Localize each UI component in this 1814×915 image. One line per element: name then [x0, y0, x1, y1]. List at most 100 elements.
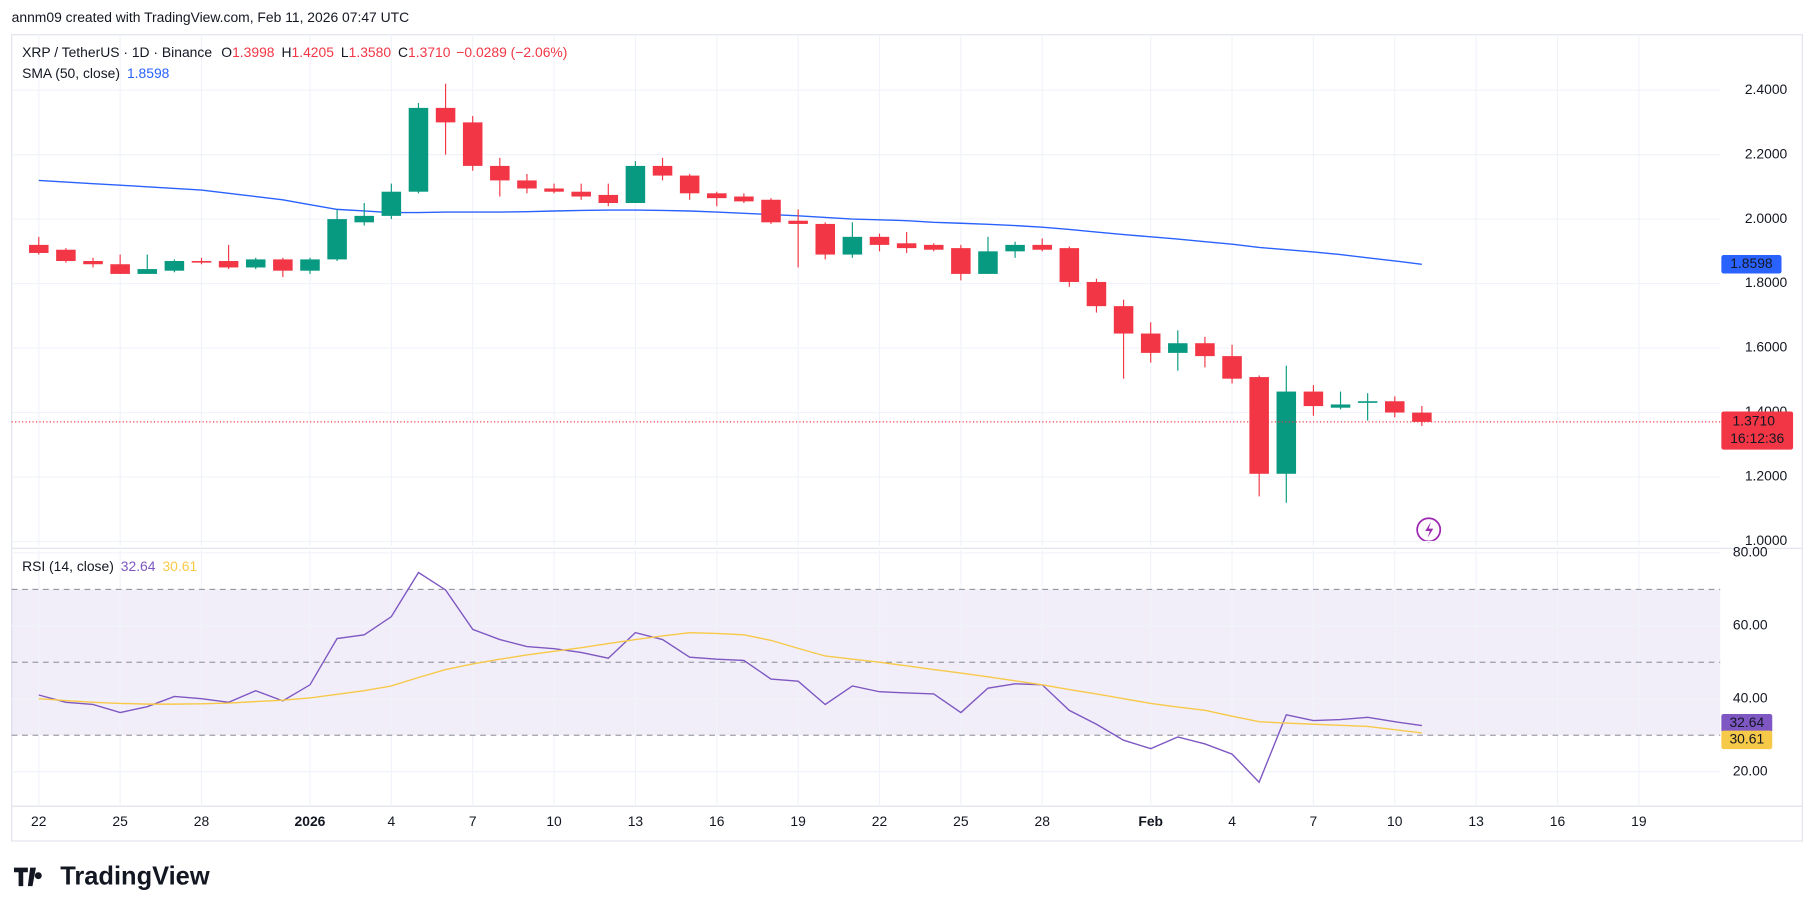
candle-body — [300, 259, 320, 271]
legend-sma-value: 1.8598 — [127, 65, 170, 81]
legend-symbol: XRP / TetherUS · 1D · Binance — [22, 44, 212, 60]
candle-body — [734, 196, 754, 202]
candle-body — [245, 259, 266, 268]
price-tag — [1721, 411, 1794, 450]
y-tick-label: 1.6000 — [1745, 339, 1788, 355]
x-tick-label: 7 — [469, 813, 477, 829]
x-tick-label: 4 — [1228, 813, 1236, 829]
x-tick-label: 10 — [546, 813, 562, 829]
y-tick-label: 2.4000 — [1745, 81, 1788, 97]
candle-body — [842, 236, 863, 255]
x-tick-label: 28 — [194, 813, 210, 829]
legend-change: −0.0289 (−2.06%) — [456, 44, 567, 60]
x-tick-label: 19 — [1631, 813, 1647, 829]
candle-body — [83, 261, 103, 265]
candle-body — [1303, 391, 1324, 407]
candle-body — [951, 248, 971, 274]
candle-body — [1357, 401, 1378, 403]
candle-body — [1412, 412, 1432, 422]
candle-body — [191, 261, 212, 263]
legend-key: L — [341, 44, 349, 60]
candle-body — [381, 191, 402, 216]
candle-body — [1113, 306, 1134, 334]
sma-line — [38, 179, 1422, 266]
candle-body — [1249, 377, 1269, 474]
candle-body — [137, 269, 158, 274]
rsi-line — [38, 631, 1422, 734]
credit: annm09 created with TradingView.com, Feb… — [12, 9, 409, 25]
legend-rsi-value: 32.64 — [121, 557, 156, 573]
y-tick-label: 1.0000 — [1745, 532, 1788, 548]
logo-mark — [13, 867, 42, 887]
candle-body — [490, 165, 510, 181]
frame — [11, 34, 1803, 842]
candle-body — [164, 261, 185, 271]
sma-tag-value: 1.8598 — [1730, 255, 1773, 271]
x-tick-label: 10 — [1387, 813, 1403, 829]
y-tick-label: 1.8000 — [1745, 274, 1788, 290]
rsi-tag — [1721, 713, 1773, 733]
brand: TradingView — [60, 863, 210, 891]
candle-body — [29, 244, 49, 253]
y-tick-label: 40.00 — [1733, 689, 1768, 705]
candle-body — [625, 165, 646, 203]
candle-body — [1385, 401, 1405, 413]
candle-body — [978, 251, 998, 274]
candle-body — [218, 261, 239, 268]
candle-body — [517, 180, 537, 189]
x-tick-label: 16 — [709, 813, 725, 829]
sma-tag — [1721, 255, 1782, 274]
candle-body — [1222, 356, 1242, 379]
candle-body — [896, 243, 917, 249]
countdown: 16:12:36 — [1730, 430, 1784, 446]
candle-body — [1059, 248, 1080, 282]
x-tick-label: 4 — [387, 813, 395, 829]
x-tick-label: Feb — [1138, 813, 1163, 829]
candle-body — [1140, 333, 1161, 353]
candle-body — [1330, 404, 1351, 408]
logo: TradingView — [13, 863, 210, 891]
legend-value: 1.3710 — [408, 44, 451, 60]
flash-bolt — [1425, 521, 1434, 538]
x-tick-label: 13 — [1468, 813, 1484, 829]
x-tick-label: 19 — [790, 813, 806, 829]
candle-body — [1032, 244, 1052, 250]
candle-body — [408, 107, 429, 192]
y-tick-label: 80.00 — [1733, 543, 1768, 559]
x-tick-label: 22 — [872, 813, 888, 829]
candle-body — [1195, 343, 1215, 357]
rsi-tag — [1721, 730, 1773, 750]
x-tick-label: 25 — [112, 813, 128, 829]
legend-rsi: RSI (14, close) — [22, 557, 114, 573]
rsi-tag-value: 30.61 — [1729, 731, 1764, 747]
y-tick-label: 1.2000 — [1745, 468, 1788, 484]
price-tag-value: 1.3710 — [1733, 413, 1776, 429]
candle-body — [56, 249, 76, 262]
candle-body — [354, 215, 374, 223]
x-tick-label: 25 — [953, 813, 969, 829]
candle-body — [571, 191, 591, 197]
candle-body — [110, 264, 130, 274]
legend-key: H — [281, 44, 291, 60]
candle-body — [707, 193, 727, 199]
candle-body — [544, 188, 564, 192]
legend-value: 1.3998 — [232, 44, 275, 60]
rsi-tag-value: 32.64 — [1729, 714, 1764, 730]
legend-value: 1.3580 — [349, 44, 392, 60]
legend: XRP / TetherUS · 1D · Binance O1.3998 H1.4… — [22, 44, 567, 60]
y-tick-label: 60.00 — [1733, 616, 1768, 632]
x-tick-label: 2026 — [295, 813, 326, 829]
candle-body — [273, 259, 293, 271]
candle-body — [788, 220, 808, 224]
candle-body — [869, 236, 890, 245]
candle-body — [679, 175, 700, 194]
candle-body — [1168, 343, 1188, 353]
x-tick-label: 22 — [31, 813, 47, 829]
x-tick-label: 7 — [1310, 813, 1318, 829]
legend-sma: SMA (50, close) — [22, 65, 120, 81]
x-tick-label: 16 — [1550, 813, 1566, 829]
candle-body — [598, 194, 619, 203]
